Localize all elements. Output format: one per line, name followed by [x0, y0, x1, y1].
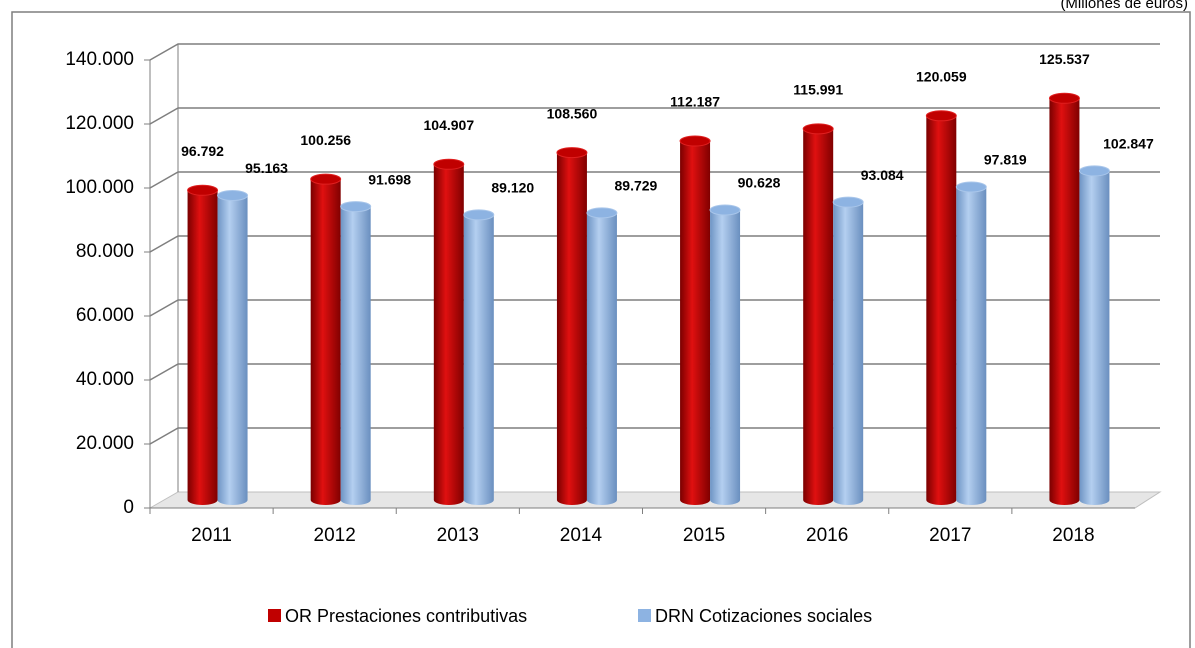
- bar: [187, 190, 218, 505]
- value-label: 120.059: [916, 69, 967, 85]
- bar-top: [925, 110, 957, 122]
- y-tick-label: 40.000: [76, 369, 134, 390]
- x-tick-label: 2011: [191, 525, 232, 546]
- frame: [11, 11, 1191, 648]
- y-tick-label: 120.000: [65, 113, 134, 134]
- bar: [433, 164, 464, 505]
- bar: [586, 212, 617, 506]
- value-label: 104.907: [424, 117, 475, 133]
- y-tick-label: 0: [123, 497, 134, 518]
- bar-top: [1048, 92, 1080, 104]
- bar-top: [586, 207, 618, 219]
- value-label: 100.256: [300, 132, 351, 148]
- value-label: 90.628: [738, 175, 781, 191]
- value-label: 115.991: [793, 82, 843, 98]
- bar-top: [556, 147, 588, 159]
- x-tick-label: 2012: [314, 525, 356, 546]
- bar-top: [802, 123, 834, 135]
- bar: [463, 214, 494, 505]
- value-label: 102.847: [1103, 136, 1154, 152]
- floor: [148, 491, 1162, 509]
- x-tick-label: 2014: [560, 525, 603, 546]
- bar-top: [340, 201, 372, 213]
- value-label: 96.792: [181, 143, 224, 159]
- bar-top: [955, 181, 987, 193]
- bar-top: [832, 196, 864, 208]
- x-tick-label: 2017: [929, 525, 971, 546]
- bar: [803, 128, 834, 505]
- x-tick-label: 2018: [1052, 525, 1094, 546]
- value-label: 108.560: [547, 105, 598, 121]
- legend-label: DRN Cotizaciones sociales: [655, 606, 872, 626]
- legend-swatch: [268, 609, 281, 622]
- bar: [833, 202, 864, 505]
- bar-top: [433, 158, 465, 170]
- value-label: 125.537: [1039, 51, 1090, 67]
- x-tick-label: 2016: [806, 525, 848, 546]
- bar: [340, 206, 371, 505]
- bar: [556, 152, 587, 505]
- bar-top: [310, 173, 342, 185]
- bar: [956, 186, 987, 506]
- bar: [217, 195, 248, 505]
- bar-top: [1078, 165, 1110, 177]
- bar: [710, 209, 741, 505]
- y-tick-label: 80.000: [76, 241, 134, 262]
- grid-line: [149, 107, 1160, 125]
- y-tick-label: 20.000: [76, 433, 134, 454]
- y-tick-label: 100.000: [65, 177, 134, 198]
- bar: [1049, 98, 1080, 505]
- value-label: 93.084: [861, 167, 904, 183]
- grid-line: [149, 427, 1160, 445]
- bar: [310, 179, 341, 506]
- bar: [680, 141, 711, 506]
- bar-top: [187, 184, 219, 196]
- bar-top: [463, 209, 495, 221]
- subtitle: (Millones de euros): [1060, 0, 1188, 12]
- bar-top: [217, 189, 249, 201]
- bar-top: [709, 204, 741, 216]
- bar: [1079, 170, 1110, 506]
- value-label: 112.187: [670, 94, 720, 110]
- grid-line: [149, 363, 1160, 381]
- y-tick-label: 60.000: [76, 305, 134, 326]
- bar: [926, 115, 957, 505]
- grid-line: [149, 235, 1160, 253]
- x-tick-label: 2013: [437, 525, 479, 546]
- grid-line: [149, 299, 1160, 317]
- value-label: 91.698: [368, 171, 411, 187]
- y-tick-label: 140.000: [65, 49, 134, 70]
- value-label: 95.163: [245, 160, 288, 176]
- x-tick-label: 2015: [683, 525, 725, 546]
- value-label: 97.819: [984, 152, 1027, 168]
- value-label: 89.120: [491, 180, 534, 196]
- bar-top: [679, 135, 711, 147]
- legend-swatch: [638, 609, 651, 622]
- legend-label: OR Prestaciones contributivas: [285, 606, 527, 626]
- grid-line: [149, 43, 1160, 61]
- value-label: 89.729: [615, 178, 658, 194]
